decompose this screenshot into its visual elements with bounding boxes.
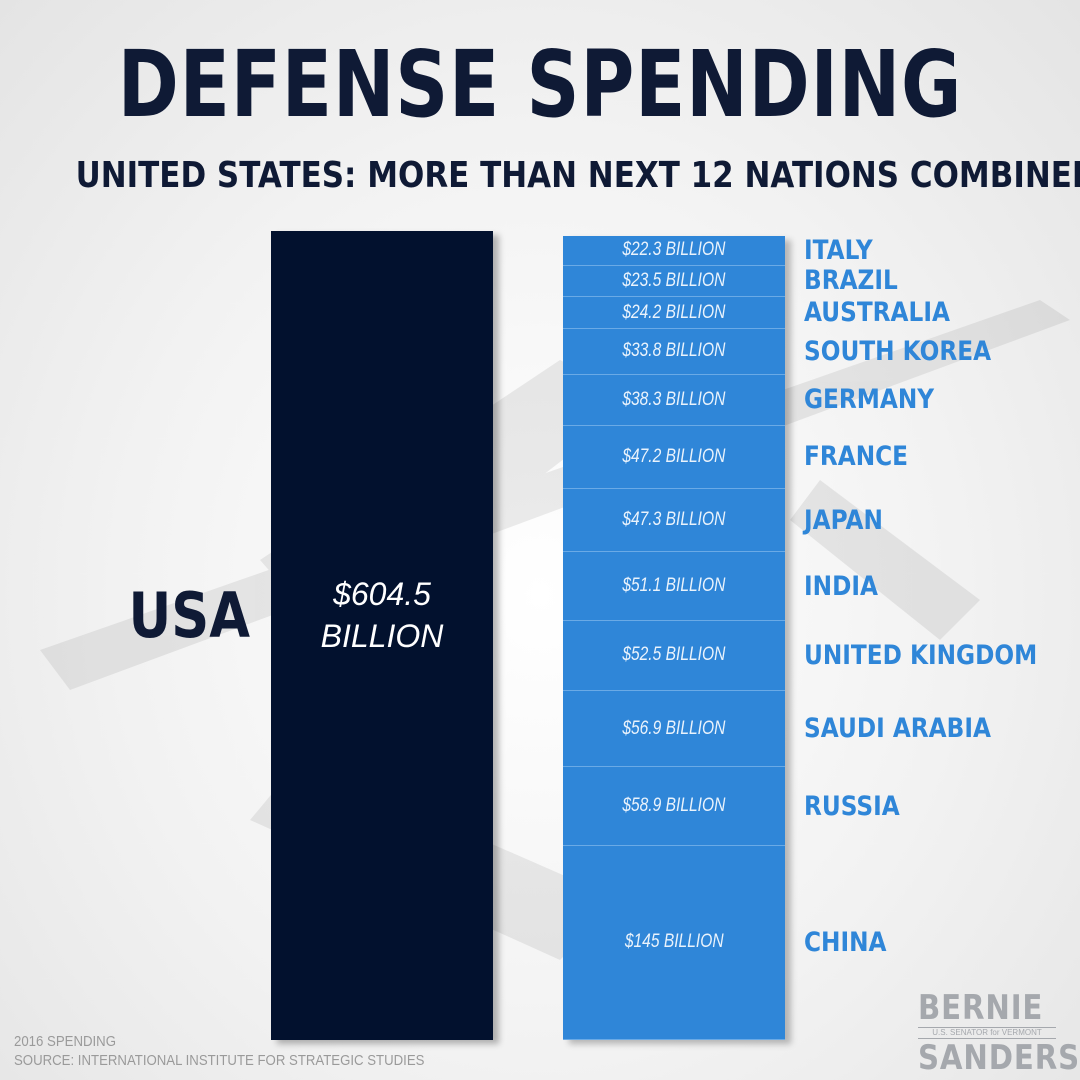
stacked-countries-bar: $22.3 BILLION $23.5 BILLION $24.2 BILLION $… bbox=[563, 235, 785, 1040]
source-note: SOURCE: INTERNATIONAL INSTITUTE FOR STRA… bbox=[14, 1052, 425, 1069]
segment-value-label: $47.2 BILLION bbox=[622, 445, 726, 467]
country-label-italy: ITALY bbox=[804, 234, 873, 266]
country-label-south-korea: SOUTH KOREA bbox=[804, 335, 992, 367]
country-label-germany: GERMANY bbox=[804, 384, 935, 416]
segment-germany: $38.3 BILLION bbox=[563, 374, 785, 426]
segment-australia: $24.2 BILLION bbox=[563, 296, 785, 330]
segment-india: $51.1 BILLION bbox=[563, 552, 785, 621]
segment-value-label: $23.5 BILLION bbox=[622, 269, 726, 291]
segment-united-kingdom: $52.5 BILLION bbox=[563, 620, 785, 691]
chart-title: DEFENSE SPENDING bbox=[117, 31, 963, 138]
segment-italy: $22.3 BILLION bbox=[563, 235, 785, 266]
segment-value-label: $38.3 BILLION bbox=[622, 388, 726, 410]
segment-saudi-arabia: $56.9 BILLION bbox=[563, 690, 785, 768]
country-label-india: INDIA bbox=[804, 570, 878, 602]
bernie-sanders-logo: BERNIE U.S. SENATOR for VERMONT SANDERS bbox=[918, 988, 1080, 1078]
segment-china: $145 BILLION bbox=[563, 845, 785, 1040]
segment-value-label: $24.2 BILLION bbox=[622, 301, 726, 323]
usa-bar: $604.5 BILLION bbox=[271, 231, 493, 1040]
usa-value-label: $604.5 BILLION bbox=[271, 573, 493, 657]
segment-value-label: $47.3 BILLION bbox=[622, 509, 726, 531]
country-label-united-kingdom: UNITED KINGDOM bbox=[804, 639, 1038, 671]
segment-value-label: $22.3 BILLION bbox=[622, 239, 726, 261]
segment-value-label: $51.1 BILLION bbox=[622, 575, 726, 596]
country-label-brazil: BRAZIL bbox=[804, 265, 898, 297]
country-label-france: FRANCE bbox=[804, 441, 909, 473]
segment-value-label: $58.9 BILLION bbox=[622, 795, 726, 816]
spending-year: 2016 SPENDING bbox=[14, 1033, 116, 1050]
country-label-japan: JAPAN bbox=[804, 504, 883, 536]
usa-value-line: BILLION bbox=[320, 618, 444, 654]
segment-value-label: $56.9 BILLION bbox=[622, 717, 726, 739]
segment-value-label: $33.8 BILLION bbox=[622, 340, 726, 362]
logo-first-name: BERNIE bbox=[918, 988, 1044, 1028]
country-label-saudi-arabia: SAUDI ARABIA bbox=[804, 713, 991, 745]
segment-japan: $47.3 BILLION bbox=[563, 489, 785, 553]
segment-brazil: $23.5 BILLION bbox=[563, 265, 785, 297]
country-label-australia: AUSTRALIA bbox=[804, 297, 950, 329]
country-label-china: CHINA bbox=[804, 926, 887, 958]
segment-south-korea: $33.8 BILLION bbox=[563, 329, 785, 375]
usa-label: USA bbox=[128, 579, 251, 652]
footer-note: 2016 SPENDING SOURCE: INTERNATIONAL INST… bbox=[14, 1032, 424, 1070]
segment-france: $47.2 BILLION bbox=[563, 425, 785, 489]
segment-russia: $58.9 BILLION bbox=[563, 767, 785, 846]
country-label-russia: RUSSIA bbox=[804, 790, 900, 822]
usa-value-line: $604.5 bbox=[333, 576, 431, 612]
logo-last-name: SANDERS bbox=[918, 1038, 1080, 1078]
segment-value-label: $145 BILLION bbox=[624, 931, 724, 953]
logo-tagline: U.S. SENATOR for VERMONT bbox=[918, 1027, 1056, 1039]
segment-value-label: $52.5 BILLION bbox=[622, 644, 726, 666]
chart-subtitle: UNITED STATES: MORE THAN NEXT 12 NATIONS… bbox=[75, 155, 1080, 196]
